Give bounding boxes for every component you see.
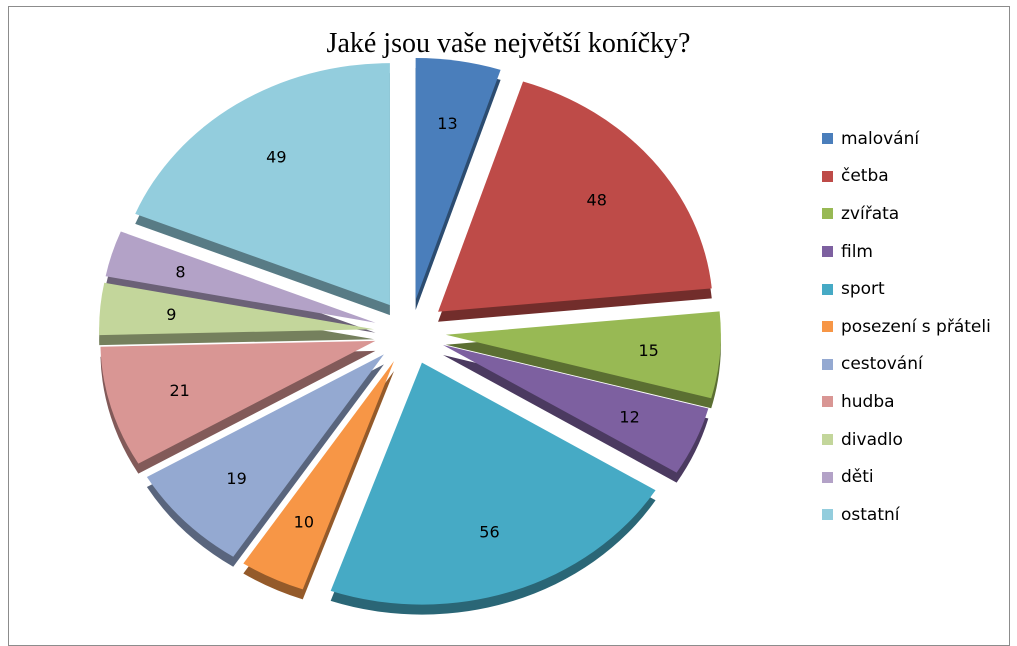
legend-label: hudba [841, 391, 895, 412]
legend-label: četba [841, 166, 889, 187]
pie-slice-film [443, 344, 709, 473]
pie-slice-hudba [100, 340, 376, 464]
legend-label: posezení s přáteli [841, 316, 991, 337]
legend-label: malování [841, 128, 920, 149]
chart-title: Jaké jsou vaše největší koníčky? [326, 28, 691, 59]
data-label-posezeni-s-prateli: 10 [294, 513, 314, 532]
legend-label: film [841, 241, 873, 262]
pie-slice-divadlo [99, 282, 375, 336]
data-label-zvirata: 15 [638, 341, 658, 360]
legend-swatch [822, 170, 833, 182]
legend-item-hudba: hudba [822, 383, 991, 421]
legend-item-posezeni-s-prateli: posezení s přáteli [822, 308, 991, 346]
data-label-ostatni: 49 [266, 148, 286, 167]
legend-swatch [822, 358, 833, 370]
legend-swatch [822, 471, 833, 483]
pie-slice-zvirata [445, 311, 721, 399]
data-label-divadlo: 9 [166, 305, 176, 324]
legend-label: ostatní [841, 504, 900, 525]
legend-swatch [822, 321, 833, 333]
legend-swatch [822, 509, 833, 521]
legend-item-cetba: četba [822, 158, 991, 196]
data-label-film: 12 [619, 407, 639, 426]
legend-swatch [822, 246, 833, 258]
pie-slice-cetba [438, 81, 712, 312]
legend-label: divadlo [841, 429, 903, 450]
pie-slice-ostatni [135, 63, 390, 306]
legend-swatch [822, 208, 833, 220]
legend-label: cestování [841, 354, 923, 375]
legend-swatch [822, 283, 833, 295]
legend-item-ostatni: ostatní [822, 496, 991, 534]
legend-item-malovani: malování [822, 120, 991, 158]
legend-label: sport [841, 279, 885, 300]
legend-item-sport: sport [822, 270, 991, 308]
pie-slice-sport [330, 362, 656, 605]
data-label-deti: 8 [175, 263, 185, 282]
legend-swatch [822, 396, 833, 408]
legend-item-cestovani: cestování [822, 346, 991, 384]
legend-swatch [822, 133, 833, 145]
data-label-cetba: 48 [587, 191, 607, 210]
legend-item-film: film [822, 233, 991, 271]
chart-legend: malování četba zvířata film sport posezení s … [822, 120, 991, 534]
legend-label: děti [841, 467, 874, 488]
legend-item-deti: děti [822, 458, 991, 496]
pie-slice-cestovani [146, 354, 384, 557]
legend-item-divadlo: divadlo [822, 421, 991, 459]
pie-slice-posezeni-s-prateli [243, 361, 395, 590]
data-label-hudba: 21 [170, 381, 190, 400]
legend-item-zvirata: zvířata [822, 195, 991, 233]
legend-swatch [822, 434, 833, 446]
pie-slice-deti [105, 231, 376, 323]
data-label-malovani: 13 [437, 114, 457, 133]
data-label-sport: 56 [479, 522, 499, 541]
legend-label: zvířata [841, 203, 900, 224]
data-label-cestovani: 19 [226, 469, 246, 488]
pie-slice-malovani [415, 57, 501, 300]
